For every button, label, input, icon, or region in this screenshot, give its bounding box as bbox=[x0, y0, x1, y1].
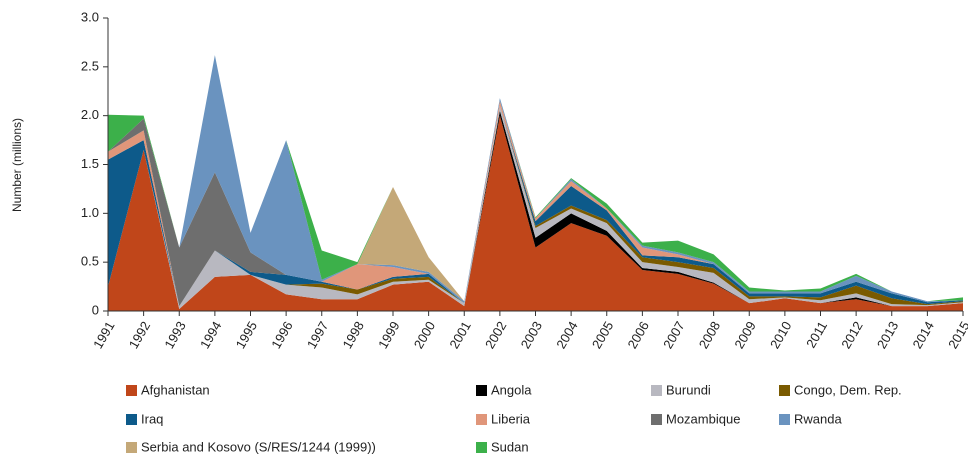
x-tick-label: 1999 bbox=[375, 319, 402, 352]
x-tick-label: 1996 bbox=[268, 319, 295, 352]
legend-swatch bbox=[126, 442, 137, 453]
y-tick-label: 2.5 bbox=[81, 58, 99, 73]
y-tick-label: 1.0 bbox=[81, 205, 99, 220]
x-tick-label: 2006 bbox=[624, 319, 651, 352]
area bbox=[108, 105, 963, 310]
x-tick-label: 1995 bbox=[233, 319, 260, 352]
legend-swatch bbox=[476, 414, 487, 425]
x-tick-label: 2002 bbox=[482, 319, 509, 352]
x-tick-label: 2003 bbox=[518, 319, 545, 352]
x-tick-label: 2004 bbox=[553, 319, 580, 352]
x-tick-label: 2007 bbox=[660, 319, 687, 352]
x-tick-label: 1994 bbox=[197, 319, 224, 352]
x-tick-label: 2000 bbox=[411, 319, 438, 352]
y-tick-label: 1.5 bbox=[81, 156, 99, 171]
x-tick-label: 2014 bbox=[909, 319, 936, 352]
legend-swatch bbox=[651, 385, 662, 396]
legend-swatch bbox=[126, 385, 137, 396]
legend-label: Serbia and Kosovo (S/RES/1244 (1999)) bbox=[141, 439, 376, 454]
y-tick-label: 3.0 bbox=[81, 9, 99, 24]
x-tick-label: 2005 bbox=[589, 319, 616, 352]
legend-label: Congo, Dem. Rep. bbox=[794, 382, 902, 397]
x-tick-label: 2015 bbox=[945, 319, 968, 352]
y-tick-label: 2.0 bbox=[81, 107, 99, 122]
legend-swatch bbox=[779, 385, 790, 396]
y-tick-label: 0 bbox=[92, 302, 99, 317]
legend-swatch bbox=[476, 442, 487, 453]
legend-label: Mozambique bbox=[666, 411, 740, 426]
x-tick-label: 1993 bbox=[161, 319, 188, 352]
x-tick-label: 1998 bbox=[339, 319, 366, 352]
x-tick-label: 2011 bbox=[803, 319, 830, 351]
x-tick-label: 2009 bbox=[731, 319, 758, 352]
legend-label: Sudan bbox=[491, 439, 529, 454]
x-tick-label: 2008 bbox=[696, 319, 723, 352]
x-tick-label: 2001 bbox=[446, 319, 473, 352]
area bbox=[108, 115, 963, 312]
legend-label: Iraq bbox=[141, 411, 163, 426]
x-tick-label: 1992 bbox=[126, 319, 153, 352]
y-axis-label: Number (millions) bbox=[10, 118, 24, 212]
legend-swatch bbox=[651, 414, 662, 425]
legend-swatch bbox=[779, 414, 790, 425]
x-tick-label: 2012 bbox=[838, 319, 865, 352]
area bbox=[108, 55, 963, 304]
legend-swatch bbox=[126, 414, 137, 425]
x-tick-label: 2010 bbox=[767, 319, 794, 352]
legend-label: Afghanistan bbox=[141, 382, 210, 397]
x-tick-label: 1991 bbox=[90, 319, 117, 352]
legend-label: Liberia bbox=[491, 411, 531, 426]
legend-swatch bbox=[476, 385, 487, 396]
x-tick-label: 1997 bbox=[304, 319, 331, 352]
legend-label: Angola bbox=[491, 382, 532, 397]
legend-label: Burundi bbox=[666, 382, 711, 397]
y-tick-label: 0.5 bbox=[81, 254, 99, 269]
x-tick-label: 2013 bbox=[874, 319, 901, 352]
legend-label: Rwanda bbox=[794, 411, 842, 426]
